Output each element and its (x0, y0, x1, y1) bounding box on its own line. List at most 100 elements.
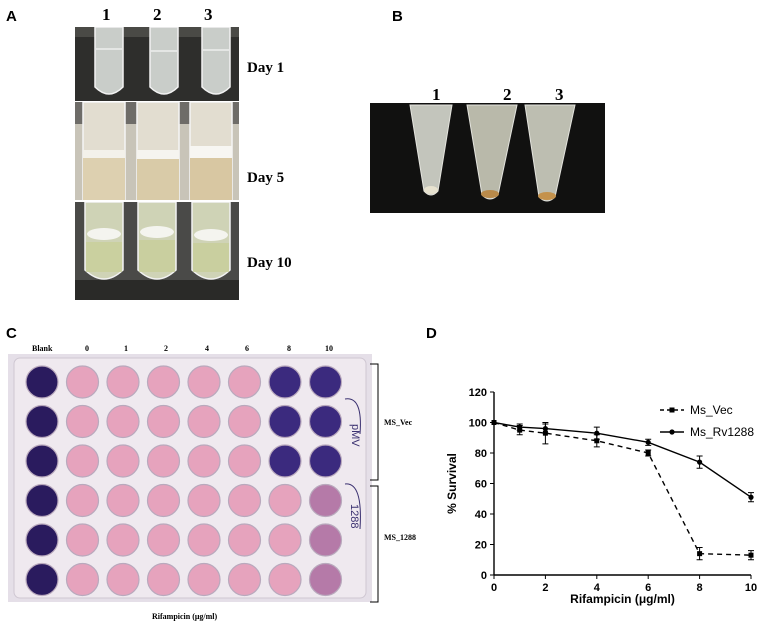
plate-well (146, 365, 181, 399)
y-tick-label: 80 (475, 448, 487, 460)
plate-well (65, 483, 100, 518)
plate-well (106, 444, 140, 478)
plate-well (268, 483, 302, 518)
data-point (697, 459, 703, 465)
plate-well (25, 562, 59, 597)
data-point (594, 430, 600, 436)
plate-well (25, 444, 59, 478)
row-group-ms-1288: MS_1288 (384, 533, 416, 542)
plate-well (268, 444, 302, 478)
legend-label: Ms_Vec (690, 403, 733, 417)
legend-marker (669, 407, 675, 413)
tube-b-number-1: 1 (432, 85, 441, 104)
x-tick-label: 0 (491, 582, 497, 594)
y-tick-label: 100 (469, 418, 487, 430)
plate-well (268, 404, 302, 439)
day-10-label: Day 10 (247, 255, 292, 271)
column-label-1: 1 (124, 344, 128, 353)
plate-well (227, 404, 262, 439)
x-tick-label: 4 (594, 582, 601, 594)
plate-well (106, 365, 140, 399)
y-tick-label: 120 (469, 387, 487, 399)
column-label-2: 2 (164, 344, 168, 353)
x-tick-label: 2 (542, 582, 548, 594)
column-label-10: 10 (325, 344, 333, 353)
plate-well (146, 444, 181, 478)
y-tick-label: 20 (475, 540, 487, 552)
plate-well (25, 523, 59, 557)
plate-well (25, 404, 59, 439)
plate-well (65, 562, 100, 597)
day-5-label: Day 5 (247, 170, 285, 186)
y-axis-label: % Survival (445, 453, 459, 514)
plate-well (187, 404, 221, 439)
data-point (748, 494, 754, 500)
handwriting-pmv: pMV (349, 424, 361, 447)
plate-well (187, 365, 221, 399)
day-1-photo (75, 27, 239, 101)
x-tick-label: 8 (697, 582, 703, 594)
tube-b-number-3: 3 (555, 85, 564, 104)
plate-well (308, 483, 343, 518)
data-point (542, 426, 548, 432)
plate-well (187, 483, 221, 518)
plate-well (65, 404, 100, 439)
plate-well (106, 562, 140, 597)
data-point (517, 424, 523, 430)
plate-well (308, 444, 343, 478)
panel-label-b: B (392, 8, 403, 25)
day-5-photo (75, 102, 239, 200)
series-line-ms-vec (493, 421, 752, 556)
survival-chart: 0 20 40 60 80 100 120 0 2 4 6 8 10 Rifampicin (μg/ml)… (445, 387, 757, 606)
day-1-label: Day 1 (247, 60, 285, 76)
microplate-photo: pMV 1288 (8, 354, 372, 602)
y-tick-label: 60 (475, 479, 487, 491)
y-tick-label: 40 (475, 509, 487, 521)
plate-well (308, 562, 343, 597)
plate-well (25, 483, 59, 518)
row-group-ms-vec: MS_Vec (384, 418, 413, 427)
row-group-brackets (370, 363, 379, 603)
plate-well (268, 562, 302, 597)
handwriting-1288: 1288 (348, 504, 360, 528)
data-point (645, 450, 651, 456)
data-point (645, 439, 651, 445)
plate-well (187, 444, 221, 478)
data-point (491, 419, 497, 426)
column-label-8: 8 (287, 344, 291, 353)
centrifuge-tubes-photo (370, 103, 605, 213)
column-label-blank: Blank (32, 344, 53, 353)
plate-well (308, 365, 343, 399)
x-axis-label: Rifampicin (μg/ml) (570, 592, 675, 606)
legend-marker (669, 429, 675, 435)
plate-well (268, 365, 302, 399)
plate-well (65, 444, 100, 478)
data-point (594, 438, 600, 444)
plate-well (65, 365, 100, 399)
plate-well (187, 562, 221, 597)
plate-well (308, 404, 343, 439)
plate-well (227, 365, 262, 399)
plate-well (227, 444, 262, 478)
plate-well (268, 523, 302, 557)
panel-label-c: C (6, 325, 17, 342)
x-tick-label: 6 (645, 582, 651, 594)
plate-well (227, 523, 262, 557)
column-label-6: 6 (245, 344, 249, 353)
panel-label-d: D (426, 325, 437, 342)
plate-well (146, 483, 181, 518)
plate-well (146, 404, 181, 439)
plate-well (146, 523, 181, 557)
column-label-4: 4 (205, 344, 209, 353)
y-tick-label: 0 (481, 570, 487, 582)
plate-well (106, 523, 140, 557)
x-tick-label: 10 (745, 582, 757, 594)
plate-well (106, 404, 140, 439)
plate-well (187, 523, 221, 557)
plate-well (227, 562, 262, 597)
plate-well (146, 562, 181, 597)
tube-number-2: 2 (153, 5, 162, 24)
tube-number-1: 1 (102, 5, 111, 24)
tube-b-number-2: 2 (503, 85, 512, 104)
plate-well (308, 523, 343, 557)
